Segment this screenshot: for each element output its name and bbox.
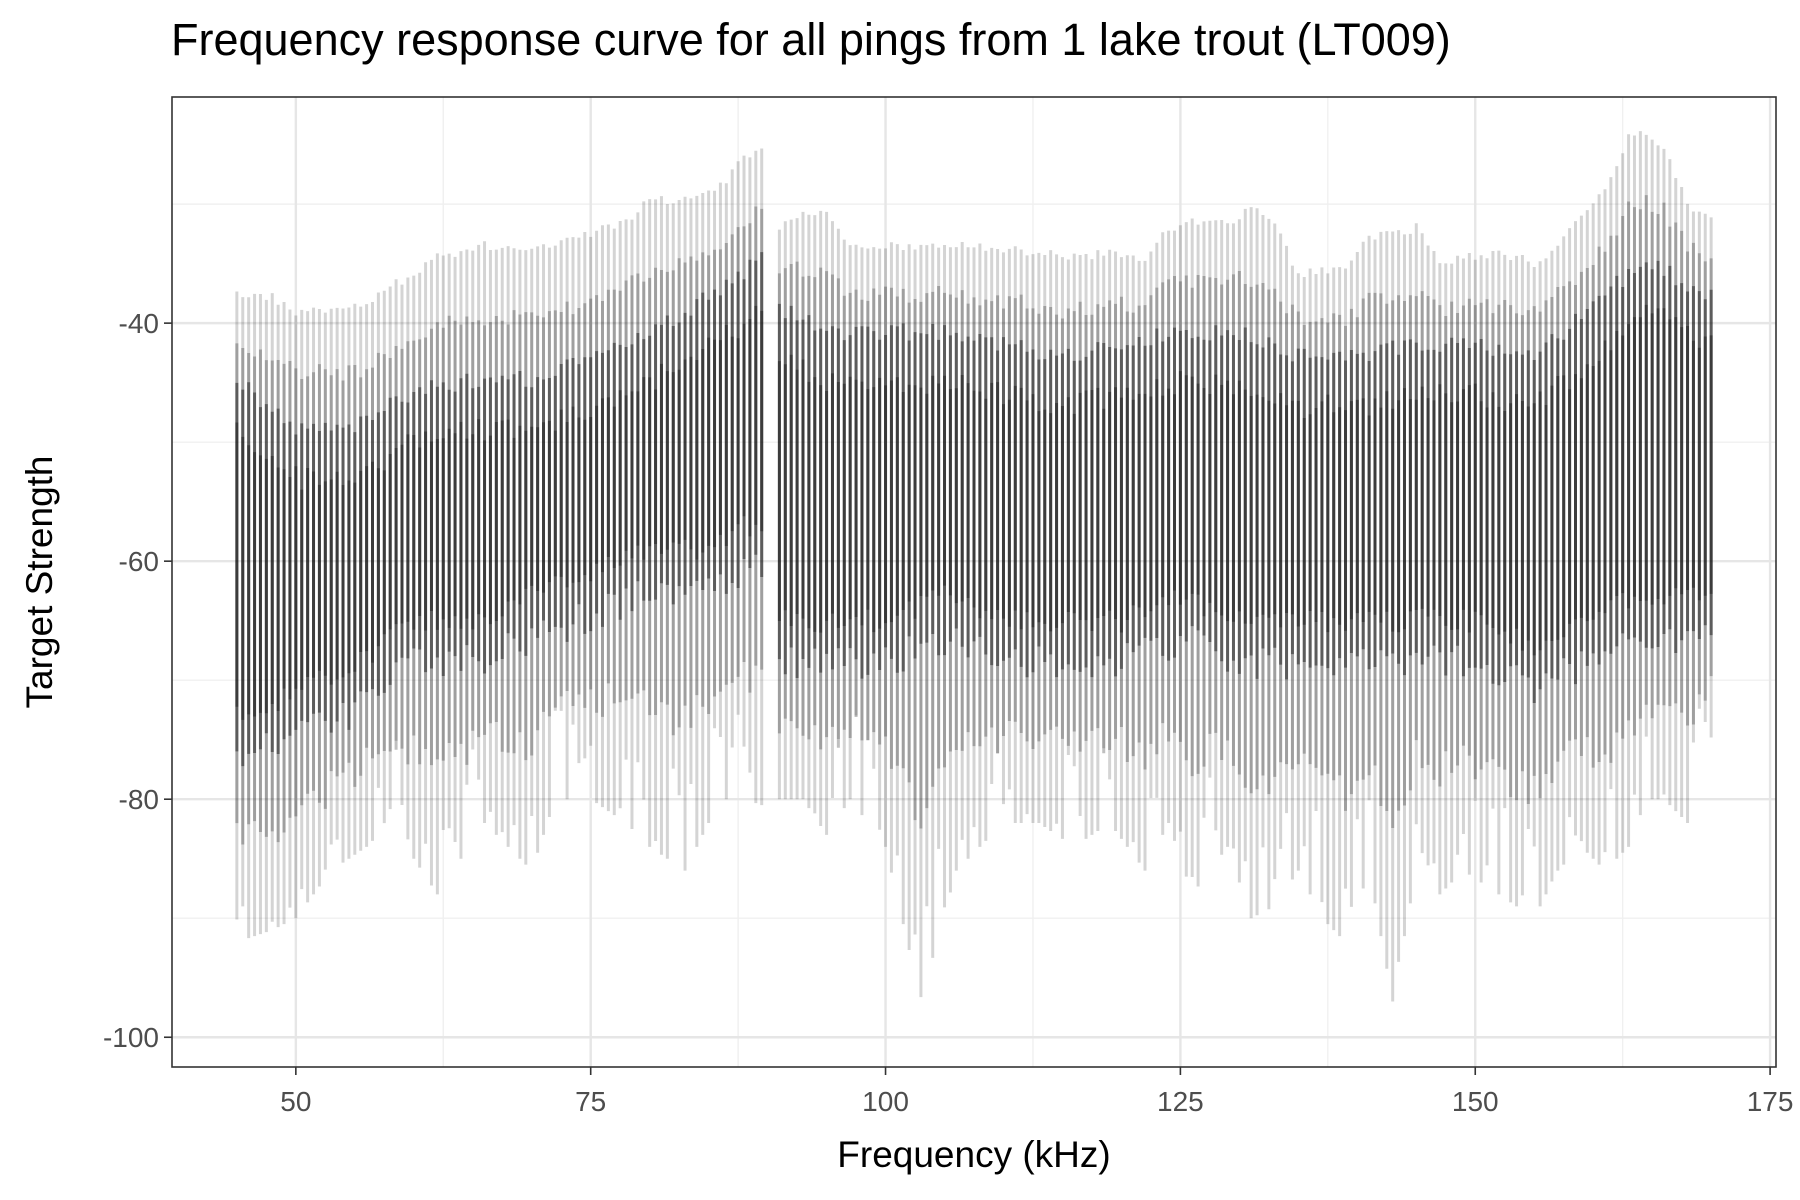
chart-title: Frequency response curve for all pings f… xyxy=(171,14,1451,65)
y-tick-label: -40 xyxy=(119,308,159,339)
x-tick-label: 75 xyxy=(575,1086,606,1117)
y-axis-title: Target Strength xyxy=(19,456,60,709)
y-tick-label: -80 xyxy=(119,784,159,815)
major-grid xyxy=(172,97,1776,1067)
minor-grid xyxy=(172,97,1776,1067)
axis-ticks: 50 75 100 125 150 175 -100 -80 -60 -40 xyxy=(103,308,1794,1117)
x-tick-label: 50 xyxy=(280,1086,311,1117)
plot-background xyxy=(172,97,1776,1067)
x-axis-title: Frequency (kHz) xyxy=(837,1134,1110,1175)
x-tick-label: 175 xyxy=(1747,1086,1794,1117)
y-tick-label: -60 xyxy=(119,546,159,577)
y-tick-label: -100 xyxy=(103,1022,159,1053)
x-tick-label: 150 xyxy=(1452,1086,1499,1117)
x-tick-label: 125 xyxy=(1157,1086,1204,1117)
data-bands xyxy=(235,131,1713,1002)
x-tick-label: 100 xyxy=(862,1086,909,1117)
plot-border xyxy=(171,96,1777,1068)
